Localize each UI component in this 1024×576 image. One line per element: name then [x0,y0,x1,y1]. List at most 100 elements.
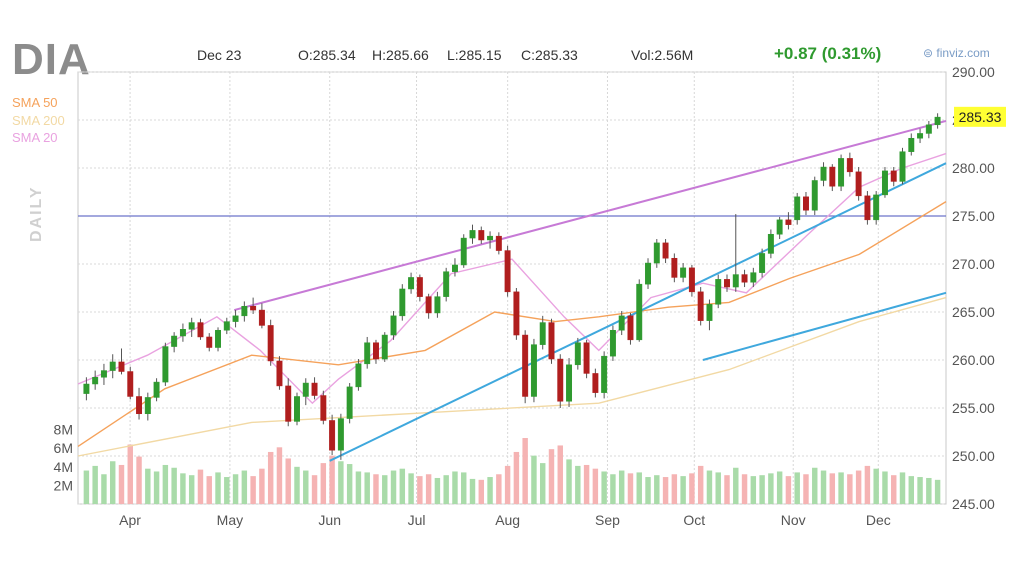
candle [373,339,379,364]
volume-bar [917,477,923,504]
candle-body [179,329,186,337]
candle-body [127,371,134,397]
volume-bar [592,468,599,504]
trendline-support-long [702,291,947,361]
legend-sma20: SMA 20 [12,130,58,145]
volume-bar [864,465,871,504]
volume-bar [689,473,695,504]
volume-bar [697,465,704,504]
volume-bar [627,473,634,504]
volume-bar [654,475,660,504]
volume-bar [478,479,485,504]
volume-bar [118,464,125,504]
candle-body [469,230,476,239]
volume-bar [882,471,888,504]
volume-bar [724,475,730,504]
candle-body [566,364,573,402]
candle [434,291,441,318]
quote-open: O:285.34 [298,47,356,63]
candle [83,377,90,401]
brand-link[interactable]: ⊜ finviz.com [923,46,990,60]
volume-bar [671,474,678,504]
volume-bar [829,473,836,504]
x-tick-label: Apr [119,512,141,528]
candle [320,390,327,425]
volume-bar [785,476,792,504]
candle-body [557,358,564,402]
volume-bar [487,477,493,504]
candle-body [890,170,897,182]
volume-bar [364,472,370,504]
quote-close: C:285.33 [521,47,578,63]
volume-bar [610,474,616,504]
volume-bar [926,477,932,504]
candle-body [408,277,415,290]
candle-body [355,363,362,388]
candle [109,354,116,379]
volume-bar [145,468,151,504]
volume-bar [443,475,449,504]
candle-body [241,305,248,317]
candle-body [215,329,221,348]
volume-bar [645,477,651,504]
volume-bar [469,478,476,504]
candle-body [767,233,774,254]
volume-bar [776,471,783,504]
candle [443,267,450,302]
volume-bar [513,451,520,504]
candle [258,303,265,329]
candle [645,258,651,289]
candle [495,232,502,255]
candle [232,310,239,328]
volume-bar [891,475,897,504]
x-tick-label: Oct [683,512,705,528]
candle-body [732,274,739,288]
candle [908,133,915,156]
volume-bar [267,451,274,504]
candle [873,191,880,225]
candle-body [100,370,107,378]
volume-bar [557,445,563,504]
quote-low: L:285.15 [447,47,502,63]
volume-bar [504,465,511,504]
volume-bar [285,458,291,504]
sma-line-sma20 [77,152,947,405]
candle-body [680,267,687,278]
candle [548,318,555,364]
x-tick-label: Jul [408,512,426,528]
candle-body [881,170,888,196]
candle [618,311,625,336]
volume-bar [241,470,248,504]
candle [399,284,406,321]
candle [487,231,494,249]
candle-body [513,291,520,336]
candle-body [653,242,660,264]
volume-bar [355,471,362,504]
candle [118,348,125,375]
candle-body [759,253,766,273]
y-tick-label: 250.00 [952,448,995,464]
candle-body [934,116,941,126]
price-change: +0.87 (0.31%) [774,44,882,63]
volume-bar [232,474,239,504]
candle-body [697,291,704,321]
candle [311,377,318,400]
candle-body [381,334,388,360]
volume-bar [101,474,107,504]
candle [294,392,300,426]
volume-bar [759,475,765,504]
volume-bar [908,476,915,504]
candle [136,387,143,420]
sma-line-sma200 [77,296,947,457]
candle [188,317,195,337]
candle [838,154,845,192]
candle-body [522,334,529,397]
candle-body [829,166,836,187]
volume-bar [812,467,818,504]
candle [732,214,739,292]
candle [451,258,458,277]
candle-body [83,383,90,394]
candle [408,272,415,294]
candle-body [188,322,195,330]
volume-bar [259,468,265,504]
